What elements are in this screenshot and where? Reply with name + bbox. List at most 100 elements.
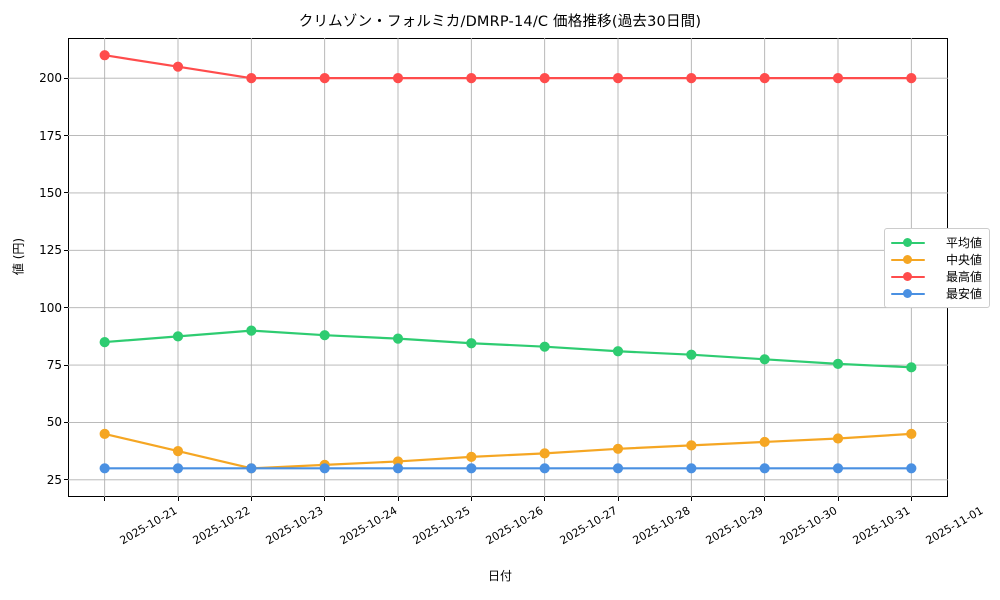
data-point-marker bbox=[466, 451, 477, 462]
x-tick-label: 2025-10-28 bbox=[630, 504, 693, 548]
data-point-marker bbox=[759, 73, 770, 84]
data-point-marker bbox=[246, 463, 257, 474]
x-tick-label: 2025-10-22 bbox=[190, 504, 253, 548]
x-tick-label: 2025-10-27 bbox=[557, 504, 620, 548]
y-tick-label: 50 bbox=[46, 415, 62, 430]
data-point-marker bbox=[99, 50, 110, 61]
x-tick-mark bbox=[397, 497, 399, 501]
y-tick-label: 75 bbox=[46, 358, 62, 373]
y-tick-mark bbox=[64, 249, 68, 251]
data-point-marker bbox=[99, 428, 110, 439]
legend-swatch-icon bbox=[891, 236, 925, 250]
data-point-marker bbox=[906, 463, 917, 474]
data-point-marker bbox=[392, 73, 404, 84]
y-tick-mark bbox=[64, 364, 68, 366]
chart-legend: 平均値中央値 最高値最安値 bbox=[884, 228, 990, 308]
data-point-marker bbox=[832, 463, 844, 474]
data-point-marker bbox=[539, 463, 550, 474]
x-tick-mark bbox=[470, 497, 472, 501]
x-tick-label: 2025-11-01 bbox=[923, 504, 986, 548]
legend-label: 中央値 bbox=[945, 253, 982, 267]
x-tick-mark bbox=[177, 497, 179, 501]
legend-label: 平均値 bbox=[945, 236, 982, 250]
plot-area-frame bbox=[68, 38, 948, 497]
series-line bbox=[103, 329, 913, 369]
data-point-marker bbox=[686, 463, 697, 474]
x-tick-label: 2025-10-31 bbox=[850, 504, 913, 548]
data-point-marker bbox=[99, 463, 110, 474]
legend-item-4[interactable]: 最安値 bbox=[891, 285, 983, 302]
y-tick-label: 200 bbox=[39, 71, 62, 86]
data-point-marker bbox=[246, 73, 257, 84]
y-tick-label: 175 bbox=[39, 128, 62, 143]
data-point-marker bbox=[906, 428, 917, 439]
x-tick-mark bbox=[250, 497, 252, 501]
y-tick-mark bbox=[64, 135, 68, 137]
data-point-marker bbox=[172, 61, 184, 72]
x-tick-mark bbox=[910, 497, 912, 501]
y-tick-label: 100 bbox=[39, 300, 62, 315]
data-point-marker bbox=[612, 346, 624, 357]
legend-swatch-icon bbox=[891, 253, 925, 267]
data-point-marker bbox=[612, 443, 624, 454]
legend-swatch-icon bbox=[891, 270, 925, 284]
data-point-marker bbox=[906, 73, 917, 84]
y-tick-mark bbox=[64, 192, 68, 194]
chart-title: クリムゾン・フォルミカ/DMRP-14/C 価格推移(過去30日間) bbox=[298, 14, 702, 30]
x-tick-mark bbox=[690, 497, 692, 501]
x-tick-label: 2025-10-29 bbox=[703, 504, 766, 548]
data-point-marker bbox=[246, 325, 257, 336]
legend-item-1[interactable]: 平均値 bbox=[891, 234, 983, 251]
data-point-marker bbox=[759, 436, 770, 448]
x-tick-mark bbox=[544, 497, 546, 501]
data-point-marker bbox=[832, 358, 844, 369]
series-line bbox=[103, 54, 913, 80]
data-point-marker bbox=[686, 73, 697, 84]
data-point-marker bbox=[466, 73, 477, 84]
plot-canvas bbox=[68, 38, 948, 497]
data-point-marker bbox=[612, 73, 624, 84]
x-tick-mark bbox=[837, 497, 839, 501]
x-tick-mark bbox=[104, 497, 106, 501]
data-point-marker bbox=[759, 463, 770, 474]
y-tick-mark bbox=[64, 421, 68, 423]
x-tick-label: 2025-10-24 bbox=[337, 504, 400, 548]
legend-label: 最安値 bbox=[945, 287, 982, 301]
x-tick-label: 2025-10-26 bbox=[483, 504, 546, 548]
data-point-marker bbox=[612, 463, 624, 474]
y-tick-label: 150 bbox=[39, 185, 62, 200]
data-point-marker bbox=[466, 338, 477, 349]
data-point-marker bbox=[319, 73, 330, 84]
data-point-marker bbox=[172, 331, 184, 342]
data-point-marker bbox=[99, 336, 110, 348]
legend-item-3[interactable]: 最高値 bbox=[891, 268, 983, 285]
data-point-marker bbox=[392, 333, 404, 344]
y-tick-label: 125 bbox=[39, 243, 62, 258]
data-point-marker bbox=[539, 73, 550, 84]
x-tick-label: 2025-10-21 bbox=[117, 504, 180, 548]
legend-item-2[interactable]: 中央値 bbox=[891, 251, 983, 268]
data-point-marker bbox=[172, 446, 184, 457]
x-tick-mark bbox=[764, 497, 766, 501]
y-tick-mark bbox=[64, 77, 68, 79]
legend-swatch-icon bbox=[891, 287, 925, 301]
y-tick-mark bbox=[64, 307, 68, 309]
data-point-marker bbox=[686, 349, 697, 360]
series-line bbox=[103, 432, 913, 470]
x-tick-mark bbox=[324, 497, 326, 501]
data-point-marker bbox=[759, 354, 770, 365]
x-axis-label: 日付 bbox=[487, 569, 512, 583]
x-tick-label: 2025-10-30 bbox=[777, 504, 840, 548]
data-point-marker bbox=[319, 463, 330, 474]
data-point-marker bbox=[319, 330, 330, 341]
y-tick-label: 25 bbox=[46, 472, 62, 487]
data-point-marker bbox=[539, 341, 550, 352]
data-point-marker bbox=[906, 362, 917, 373]
data-point-marker bbox=[466, 463, 477, 474]
data-point-marker bbox=[392, 463, 404, 474]
x-tick-label: 2025-10-23 bbox=[263, 504, 326, 548]
data-point-marker bbox=[832, 73, 844, 84]
data-point-marker bbox=[832, 433, 844, 444]
x-tick-label: 2025-10-25 bbox=[410, 504, 473, 548]
